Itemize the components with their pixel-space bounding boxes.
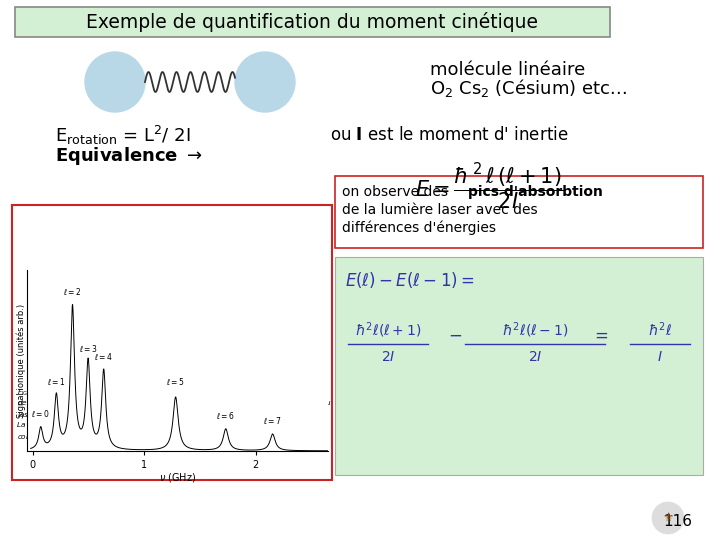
Text: $\ell=3$: $\ell=3$: [78, 343, 97, 354]
Text: La hauteur de chaque pic est proportionnelle à la population du niveau rotationn: La hauteur de chaque pic est proportionn…: [17, 422, 318, 428]
Text: $E = \dfrac{\hbar^{\,2}\,\ell\,(\ell+1)}{2I}$: $E = \dfrac{\hbar^{\,2}\,\ell\,(\ell+1)}…: [415, 161, 563, 212]
Circle shape: [652, 502, 684, 534]
FancyBboxPatch shape: [15, 7, 610, 37]
Text: $I$: $I$: [657, 350, 663, 364]
Text: différences d'énergies: différences d'énergies: [342, 221, 496, 235]
Text: F$_{\rm IG}$. 10.4: Spectre de rotation de molécules froides Cs$_2$, montrant la: F$_{\rm IG}$. 10.4: Spectre de rotation …: [17, 387, 316, 397]
Text: $\ell=1$: $\ell=1$: [47, 376, 66, 387]
Text: correspondant $\ell$.: correspondant $\ell$.: [17, 430, 78, 442]
Text: $=$: $=$: [591, 326, 608, 344]
Text: de $\hat{L}^2$. Ce spectre a été obtenu en mesurant le nombre d'ions produits pa: de $\hat{L}^2$. Ce spectre a été obtenu …: [17, 397, 332, 409]
Text: $E(\ell) - E(\ell-1) =$: $E(\ell) - E(\ell-1) =$: [345, 270, 474, 290]
Bar: [335, 257, 703, 475]
Text: $\ell=5$: $\ell=5$: [166, 376, 185, 387]
X-axis label: $\nu$ (GHz): $\nu$ (GHz): [159, 471, 197, 484]
Text: $\ell=7$: $\ell=7$: [263, 415, 282, 426]
Text: 116: 116: [663, 515, 692, 530]
Text: pics d'absorbtion: pics d'absorbtion: [468, 185, 603, 199]
Text: E$_{\mathregular{rotation}}$ = L$^\mathregular{2}$/ 2$\mathregular{I}$: E$_{\mathregular{rotation}}$ = L$^\mathr…: [55, 124, 191, 146]
Bar: [335, 176, 703, 248]
Bar: [12, 205, 332, 480]
Text: $2I$: $2I$: [381, 350, 395, 364]
Text: ⚜: ⚜: [662, 511, 674, 524]
Text: $2I$: $2I$: [528, 350, 542, 364]
Text: $\ell=6$: $\ell=6$: [216, 410, 235, 421]
Text: molécule linéaire: molécule linéaire: [430, 61, 585, 79]
Text: ou $\mathbf{I}$ est le moment d' inertie: ou $\mathbf{I}$ est le moment d' inertie: [330, 126, 569, 144]
Text: $-$: $-$: [448, 326, 462, 344]
Text: O$_2$ Cs$_2$ (Césium) etc...: O$_2$ Cs$_2$ (Césium) etc...: [430, 77, 627, 99]
Text: $\hbar^2\ell$: $\hbar^2\ell$: [648, 321, 672, 339]
Text: laser éclairant l'assemblée moléculaire, en fonction de la fréquence $\nu$ de la: laser éclairant l'assemblée moléculaire,…: [17, 408, 323, 420]
Text: $\hbar^2\ell(\ell-1)$: $\hbar^2\ell(\ell-1)$: [502, 320, 568, 340]
Text: $\ell=4$: $\ell=4$: [94, 351, 113, 362]
Text: $\ell=2$: $\ell=2$: [63, 286, 82, 297]
Text: de la lumière laser avec des: de la lumière laser avec des: [342, 203, 538, 217]
Text: $\ell=0$: $\ell=0$: [31, 408, 50, 419]
Text: Equivalence $\rightarrow$: Equivalence $\rightarrow$: [55, 145, 203, 167]
Text: $\hbar^2\ell(\ell+1)$: $\hbar^2\ell(\ell+1)$: [355, 320, 421, 340]
Circle shape: [235, 52, 295, 112]
Y-axis label: Signal ionique (unités arb.): Signal ionique (unités arb.): [17, 303, 26, 417]
Text: on observe des: on observe des: [342, 185, 452, 199]
Text: Exemple de quantification du moment cinétique: Exemple de quantification du moment ciné…: [86, 12, 538, 32]
Circle shape: [85, 52, 145, 112]
